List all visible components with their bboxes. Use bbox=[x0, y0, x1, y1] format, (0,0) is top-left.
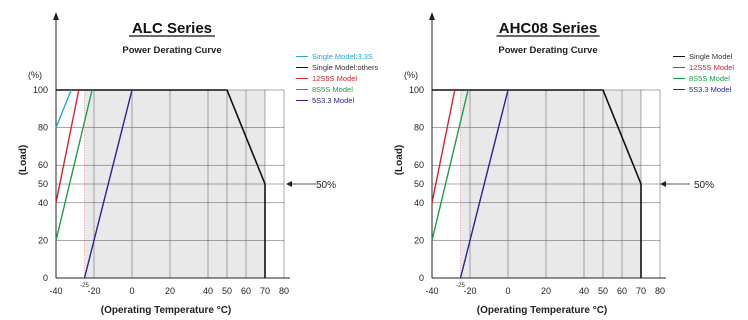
x-tick-label: -40 bbox=[49, 286, 62, 296]
x-tick-label: -20 bbox=[87, 286, 100, 296]
chart-panel-2: AHC08 Series Power Derating Curve (%) (Load… bbox=[394, 12, 734, 316]
y-unit-label: (%) bbox=[28, 70, 42, 80]
y-tick-label: 40 bbox=[414, 198, 424, 208]
y-tick-label: 20 bbox=[414, 235, 424, 245]
derating-curve bbox=[432, 89, 642, 278]
annotation-arrow-head bbox=[286, 181, 292, 187]
x-tick-label: 0 bbox=[129, 286, 134, 296]
legend-item-label: Single Model:others bbox=[312, 63, 379, 72]
chart-title: ALC Series bbox=[132, 20, 212, 37]
series-line bbox=[83, 89, 133, 279]
y-axis-title: (Load) bbox=[18, 145, 29, 176]
x-tick-label: 50 bbox=[222, 286, 232, 296]
legend-item-label: 12S5S Model bbox=[312, 74, 357, 83]
y-tick-label: 40 bbox=[38, 198, 48, 208]
y-tick-label: 0 bbox=[419, 273, 424, 283]
y-tick-label: 100 bbox=[409, 85, 424, 95]
legend-item-label: 8S5S Model bbox=[689, 74, 730, 83]
y-tick-label: 20 bbox=[38, 235, 48, 245]
chart-title: AHC08 Series bbox=[499, 20, 597, 37]
legend: Single Model 12S5S Model 8S5S Model 5S3.3 M… bbox=[673, 52, 734, 94]
series-line bbox=[431, 89, 456, 203]
series-line bbox=[459, 89, 509, 279]
y-tick-label: 100 bbox=[33, 85, 48, 95]
chart-panel-1: ALC Series Power Derating Curve (%) (Load) 0… bbox=[18, 12, 379, 316]
annotation-arrow-head bbox=[660, 181, 666, 187]
y-tick-label: 80 bbox=[38, 123, 48, 133]
y-unit-label: (%) bbox=[404, 70, 418, 80]
x-tick-label: -40 bbox=[425, 286, 438, 296]
legend-item-label: 8S5S Model bbox=[312, 85, 353, 94]
annotation-label: 50% bbox=[694, 180, 714, 191]
legend-item-label: Single Model bbox=[689, 52, 733, 61]
y-tick-label: 60 bbox=[38, 160, 48, 170]
x-tick-label: 80 bbox=[279, 286, 289, 296]
y-axis-title: (Load) bbox=[394, 145, 405, 176]
x-minor-tick-label: -25 bbox=[456, 283, 465, 289]
y-tick-label: 80 bbox=[414, 123, 424, 133]
x-tick-label: 0 bbox=[505, 286, 510, 296]
x-axis-title: (Operating Temperature °C) bbox=[101, 305, 232, 316]
x-tick-label: 60 bbox=[617, 286, 627, 296]
legend-item-label: 5S3.3 Model bbox=[689, 85, 731, 94]
x-tick-label: 40 bbox=[579, 286, 589, 296]
series-line bbox=[55, 89, 93, 241]
chart-subtitle: Power Derating Curve bbox=[122, 45, 221, 56]
x-tick-label: 60 bbox=[241, 286, 251, 296]
x-tick-label: 20 bbox=[165, 286, 175, 296]
y-tick-label: 50 bbox=[38, 179, 48, 189]
annotation-label: 50% bbox=[316, 180, 336, 191]
chart-subtitle: Power Derating Curve bbox=[498, 45, 597, 56]
x-minor-tick-label: -25 bbox=[80, 283, 89, 289]
legend-item-label: 5S3.3 Model bbox=[312, 96, 354, 105]
legend-item-label: 12S5S Model bbox=[689, 63, 734, 72]
y-tick-label: 0 bbox=[43, 273, 48, 283]
derating-curve bbox=[56, 89, 266, 278]
x-axis-title: (Operating Temperature °C) bbox=[477, 305, 608, 316]
y-tick-label: 60 bbox=[414, 160, 424, 170]
series-line bbox=[55, 89, 80, 203]
legend: Single Model:3.3S Single Model:others 12S5… bbox=[296, 52, 379, 105]
x-tick-label: 70 bbox=[636, 286, 646, 296]
legend-item-label: Single Model:3.3S bbox=[312, 52, 373, 61]
x-tick-label: 70 bbox=[260, 286, 270, 296]
x-tick-label: -20 bbox=[463, 286, 476, 296]
y-axis-arrow bbox=[429, 12, 435, 20]
series-line bbox=[431, 89, 469, 241]
x-tick-label: 40 bbox=[203, 286, 213, 296]
series-line bbox=[55, 89, 72, 128]
x-tick-label: 80 bbox=[655, 286, 665, 296]
y-axis-arrow bbox=[53, 12, 59, 20]
x-tick-label: 20 bbox=[541, 286, 551, 296]
y-tick-label: 50 bbox=[414, 179, 424, 189]
x-tick-label: 50 bbox=[598, 286, 608, 296]
